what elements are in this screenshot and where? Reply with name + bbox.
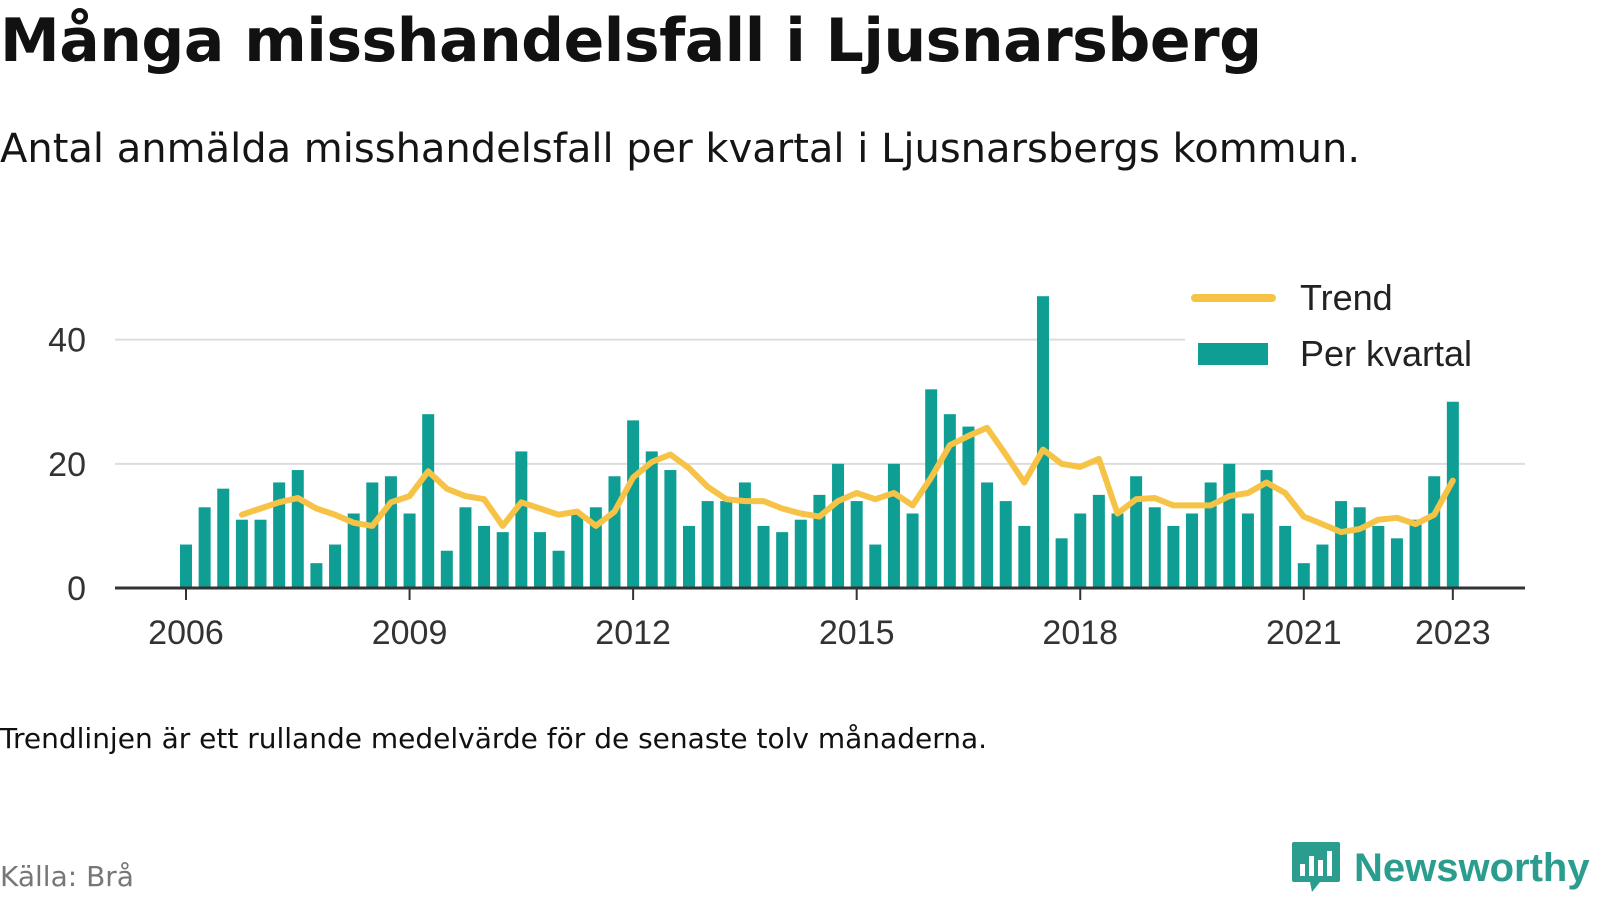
trend-line bbox=[238, 424, 1456, 536]
bar bbox=[273, 482, 286, 588]
chart-subtitle: Antal anmälda misshandelsfall per kvarta… bbox=[0, 126, 1361, 172]
bar bbox=[552, 550, 565, 588]
bar bbox=[832, 463, 845, 588]
bar bbox=[1223, 463, 1236, 588]
bar bbox=[1186, 513, 1199, 588]
x-tick-label: 2018 bbox=[1042, 614, 1118, 652]
bar bbox=[738, 482, 751, 588]
bar bbox=[1241, 513, 1254, 588]
bar bbox=[664, 470, 677, 588]
bar bbox=[291, 470, 304, 588]
bar bbox=[533, 532, 546, 588]
chart: 2006 2009 2012 2015 2018 2021 2023 0 20 40 Trend… bbox=[48, 268, 1525, 652]
y-tick-label: 40 bbox=[48, 322, 86, 360]
x-tick-label: 2009 bbox=[372, 614, 448, 652]
bar bbox=[1390, 538, 1403, 588]
source-text: Källa: Brå bbox=[0, 860, 134, 893]
y-tick-label: 20 bbox=[48, 446, 86, 484]
bar bbox=[943, 414, 956, 588]
bar bbox=[1409, 519, 1422, 588]
bar bbox=[1260, 470, 1273, 588]
bar bbox=[776, 532, 789, 588]
brand-logo[interactable]: Newsworthy bbox=[1290, 840, 1590, 896]
bar bbox=[440, 550, 453, 588]
bar bbox=[981, 482, 994, 588]
bar bbox=[1074, 513, 1087, 588]
bar bbox=[1167, 525, 1180, 588]
bar bbox=[1297, 563, 1310, 588]
bar bbox=[347, 513, 360, 588]
x-tick-label: 2015 bbox=[819, 614, 895, 652]
x-tick-label: 2021 bbox=[1266, 614, 1342, 652]
bar bbox=[962, 426, 975, 588]
bar bbox=[1148, 507, 1161, 588]
bar bbox=[720, 501, 733, 588]
y-tick-label: 0 bbox=[67, 570, 86, 608]
bar bbox=[1018, 525, 1031, 588]
bar bbox=[496, 532, 509, 588]
bar bbox=[422, 414, 435, 588]
legend-bar-swatch bbox=[1198, 343, 1268, 365]
bar bbox=[1353, 507, 1366, 588]
x-tick-label: 2006 bbox=[148, 614, 224, 652]
footnote: Trendlinjen är ett rullande medelvärde f… bbox=[0, 722, 988, 755]
bar bbox=[198, 507, 211, 588]
bar bbox=[254, 519, 267, 588]
x-tick-label: 2023 bbox=[1415, 614, 1491, 652]
bar bbox=[1092, 494, 1105, 588]
bar bbox=[1130, 476, 1143, 588]
bar bbox=[813, 494, 826, 588]
bar bbox=[217, 488, 230, 588]
bar bbox=[627, 420, 640, 588]
bar bbox=[1316, 544, 1329, 588]
bar bbox=[235, 519, 248, 588]
bar bbox=[999, 501, 1012, 588]
bar bbox=[1335, 501, 1348, 588]
bar bbox=[403, 513, 416, 588]
bar bbox=[1279, 525, 1292, 588]
x-axis: 2006 2009 2012 2015 2018 2021 2023 bbox=[148, 588, 1491, 652]
bar bbox=[180, 544, 192, 588]
bar bbox=[887, 463, 900, 588]
legend: Trend Per kvartal bbox=[1185, 268, 1525, 378]
bar bbox=[1111, 513, 1124, 588]
bar bbox=[608, 476, 621, 588]
y-axis: 0 20 40 bbox=[48, 322, 86, 608]
x-tick-label: 2012 bbox=[595, 614, 671, 652]
bar bbox=[1055, 538, 1068, 588]
bar bbox=[869, 544, 882, 588]
bar bbox=[366, 482, 379, 588]
bar bbox=[329, 544, 342, 588]
bar bbox=[478, 525, 491, 588]
bar bbox=[1204, 482, 1217, 588]
bar bbox=[1036, 296, 1049, 588]
bar bbox=[1446, 401, 1459, 588]
brand-name: Newsworthy bbox=[1354, 845, 1590, 890]
bar bbox=[1372, 525, 1385, 588]
bar bbox=[459, 507, 472, 588]
bar bbox=[515, 451, 528, 588]
bar bbox=[1428, 476, 1441, 588]
bar bbox=[384, 476, 397, 588]
bar bbox=[850, 501, 863, 588]
bar bbox=[794, 519, 807, 588]
bar bbox=[701, 501, 714, 588]
bar bbox=[757, 525, 770, 588]
bar bbox=[683, 525, 696, 588]
legend-bar-label: Per kvartal bbox=[1300, 333, 1472, 374]
bar bbox=[645, 451, 658, 588]
bar bbox=[310, 563, 323, 588]
bar bbox=[925, 389, 938, 588]
bar bbox=[589, 507, 602, 588]
legend-trend-label: Trend bbox=[1300, 277, 1393, 318]
bar bbox=[571, 513, 584, 588]
newsworthy-icon bbox=[1292, 842, 1340, 892]
chart-title: Många misshandelsfall i Ljusnarsberg bbox=[0, 6, 1262, 76]
bar bbox=[906, 513, 919, 588]
